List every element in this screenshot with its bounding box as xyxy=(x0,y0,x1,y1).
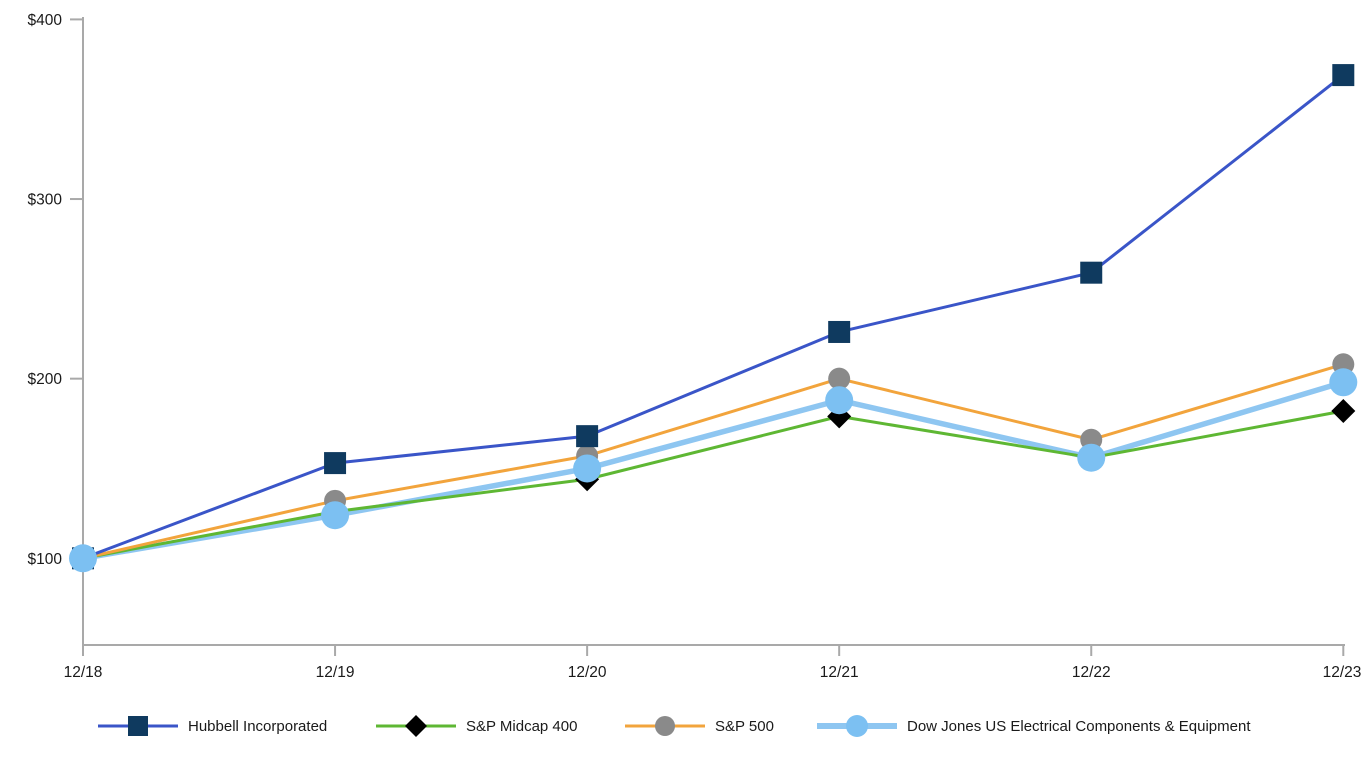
circle-icon xyxy=(655,716,675,736)
legend-item-s-p-midcap-400: S&P Midcap 400 xyxy=(374,712,577,740)
square-marker-hubbell-incorporated xyxy=(1080,261,1103,284)
square-icon xyxy=(128,716,148,736)
square-marker-hubbell-incorporated xyxy=(324,452,347,475)
square-marker-hubbell-incorporated xyxy=(1332,64,1355,87)
series-markers-s-p-midcap-400 xyxy=(71,399,1356,571)
x-tick-label: 12/21 xyxy=(820,664,859,681)
y-tick-label: $200 xyxy=(28,371,63,388)
square-marker-hubbell-incorporated xyxy=(576,425,599,448)
square-marker-hubbell-incorporated xyxy=(828,320,851,343)
y-tick-label: $100 xyxy=(28,551,63,568)
series-markers-s-p-500 xyxy=(72,353,1355,570)
legend-label: Dow Jones US Electrical Components & Equ… xyxy=(907,717,1251,735)
x-tick-label: 12/22 xyxy=(1072,664,1111,681)
legend-item-hubbell-incorporated: Hubbell Incorporated xyxy=(96,712,327,740)
circle-marker-dow-jones-us-electrical-components-equipment xyxy=(825,386,854,415)
series-line-s-p-500 xyxy=(81,362,1345,560)
legend-label: Hubbell Incorporated xyxy=(188,717,328,735)
y-tick-label: $400 xyxy=(28,12,63,29)
legend-swatch-dow-jones-us-electrical-components-equipment xyxy=(817,715,897,737)
circle-marker-s-p-500 xyxy=(828,367,851,390)
circle-marker-dow-jones-us-electrical-components-equipment xyxy=(69,544,97,573)
series-markers-dow-jones-us-electrical-components-equipment xyxy=(69,368,1358,573)
diamond-icon xyxy=(405,715,427,737)
circle-marker-dow-jones-us-electrical-components-equipment xyxy=(573,454,602,483)
legend-item-dow-jones-us-electrical-components-equipment: Dow Jones US Electrical Components & Equ… xyxy=(815,712,1251,740)
y-tick-label: $300 xyxy=(28,192,63,209)
x-tick-label: 12/18 xyxy=(64,664,103,681)
performance-line-chart: $100 $200 $300 $400 12/18 12/19 12/20 12/21 12/2… xyxy=(28,12,1362,681)
legend-swatch-s-p-500 xyxy=(625,716,705,736)
legend-swatch-s-p-midcap-400 xyxy=(376,715,456,737)
circle-marker-dow-jones-us-electrical-components-equipment xyxy=(321,501,350,530)
circle-marker-dow-jones-us-electrical-components-equipment xyxy=(1329,368,1358,397)
series-line-dow-jones-us-electrical-components-equipment xyxy=(80,379,1347,562)
x-tick-label: 12/19 xyxy=(316,664,355,681)
chart-legend: Hubbell Incorporated S&P Midcap 400 S&P 50… xyxy=(0,712,1364,742)
x-tick-label: 12/23 xyxy=(1323,664,1362,681)
legend-label: S&P 500 xyxy=(715,717,774,735)
circle-marker-dow-jones-us-electrical-components-equipment xyxy=(1077,443,1106,472)
circle-icon xyxy=(846,715,868,737)
series-line-hubbell-incorporated xyxy=(81,73,1345,560)
diamond-marker-s-p-midcap-400 xyxy=(1331,399,1356,424)
series-markers-hubbell-incorporated xyxy=(72,64,1355,570)
legend-label: S&P Midcap 400 xyxy=(466,717,578,735)
x-tick-label: 12/20 xyxy=(568,664,607,681)
series-line-s-p-midcap-400 xyxy=(81,409,1345,560)
legend-swatch-hubbell-incorporated xyxy=(98,716,178,736)
legend-item-s-p-500: S&P 500 xyxy=(623,712,774,740)
